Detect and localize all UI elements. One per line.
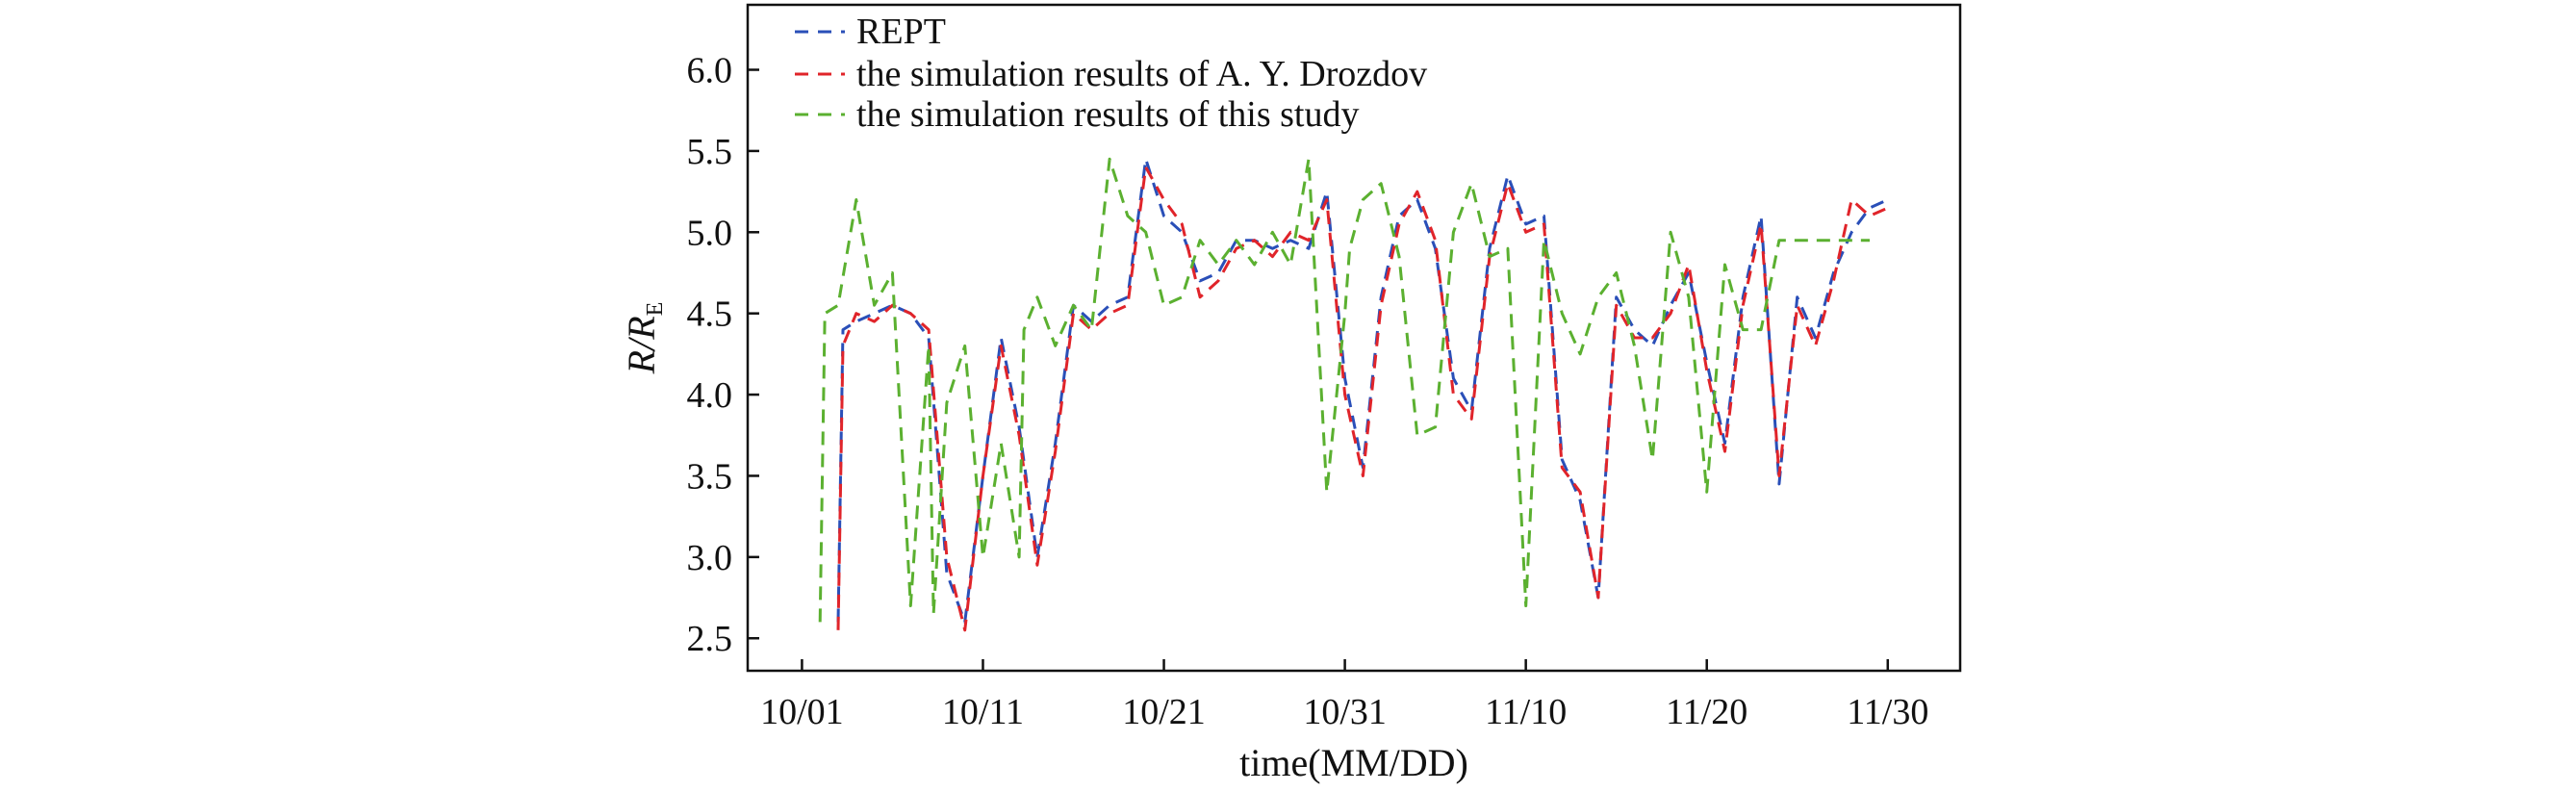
y-tick-label-4: 4.5 — [687, 294, 733, 335]
y-tick-label-7: 6.0 — [687, 51, 733, 91]
y-tick-label-0: 2.5 — [687, 619, 733, 659]
legend-label-this-study: the simulation results of this study — [856, 94, 1359, 135]
y-axis-ticks: 2.5 3.0 3.5 4.0 4.5 5.0 5.5 6.0 — [687, 51, 759, 659]
legend-entry-this-study: the simulation results of this study — [795, 94, 1359, 135]
x-tick-label-2: 10/21 — [1122, 692, 1206, 732]
x-tick-label-4: 11/10 — [1485, 692, 1567, 732]
x-tick-label-3: 10/31 — [1303, 692, 1387, 732]
x-tick-label-5: 11/20 — [1666, 692, 1747, 732]
y-tick-label-6: 5.5 — [687, 132, 733, 172]
x-tick-label-1: 10/11 — [942, 692, 1024, 732]
legend-entry-rept: REPT — [795, 12, 946, 52]
y-tick-label-1: 3.0 — [687, 538, 733, 578]
series-line-drozdov — [836, 166, 1889, 632]
legend-label-drozdov: the simulation results of A. Y. Drozdov — [856, 54, 1427, 94]
y-axis-label: R/RE — [620, 302, 668, 375]
series-line-rept — [836, 157, 1889, 624]
x-axis-ticks: 10/01 10/11 10/21 10/31 11/10 11/20 11/30 — [760, 659, 1928, 732]
y-tick-label-3: 4.0 — [687, 375, 733, 416]
x-axis-label: time(MM/DD) — [1239, 741, 1468, 784]
y-tick-label-5: 5.0 — [687, 213, 733, 253]
y-tick-label-2: 3.5 — [687, 456, 733, 497]
x-tick-label-6: 11/30 — [1847, 692, 1928, 732]
series-layer — [818, 157, 1889, 632]
legend-entry-drozdov: the simulation results of A. Y. Drozdov — [795, 54, 1427, 94]
y-axis-label-subscript: E — [643, 302, 668, 317]
legend: REPT the simulation results of A. Y. Dro… — [795, 12, 1427, 135]
y-axis-label-main: R/R — [620, 316, 663, 374]
series-line-this-study — [818, 157, 1870, 623]
plot-frame — [746, 3, 1962, 673]
x-tick-label-0: 10/01 — [760, 692, 844, 732]
legend-label-rept: REPT — [856, 12, 946, 52]
